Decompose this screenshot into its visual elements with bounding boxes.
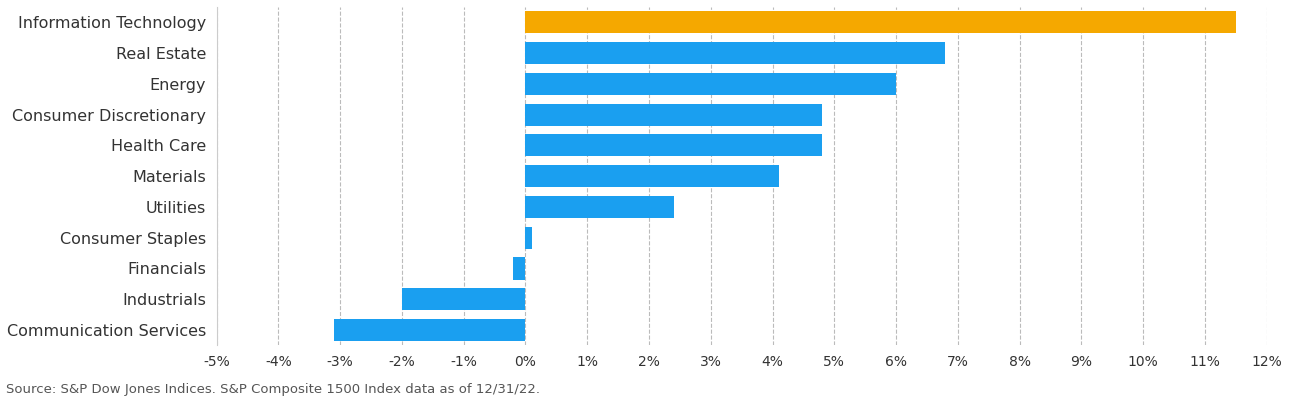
Bar: [526, 134, 822, 156]
Bar: [526, 226, 531, 249]
Bar: [526, 73, 896, 95]
Bar: [526, 11, 1236, 34]
Bar: [334, 319, 526, 341]
Text: Source: S&P Dow Jones Indices. S&P Composite 1500 Index data as of 12/31/22.: Source: S&P Dow Jones Indices. S&P Compo…: [6, 383, 540, 396]
Bar: [526, 196, 674, 218]
Bar: [526, 104, 822, 126]
Bar: [526, 42, 946, 64]
Bar: [526, 165, 779, 187]
Bar: [513, 257, 526, 280]
Bar: [402, 288, 526, 310]
